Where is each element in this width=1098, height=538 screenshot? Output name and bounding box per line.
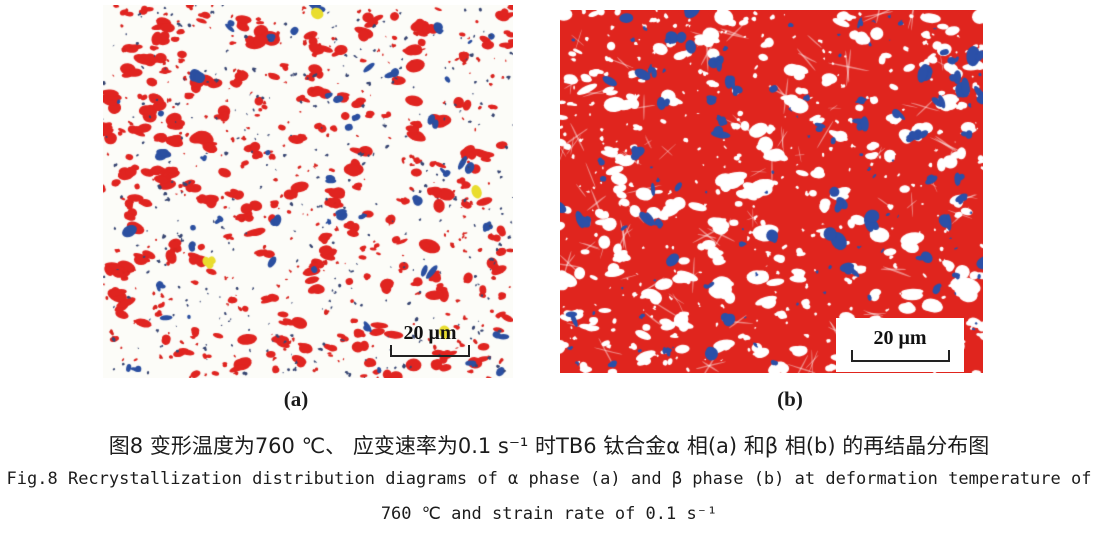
scale-bar-b: 20 μm <box>836 318 964 372</box>
panel-label-b: (b) <box>777 387 803 411</box>
caption-chinese: 图8 变形温度为760 ℃、 应变速率为0.1 s⁻¹ 时TB6 钛合金α 相(… <box>108 434 990 458</box>
panel-label-a: (a) <box>283 387 309 411</box>
scale-bar-a-bracket <box>390 345 470 357</box>
caption-english-line2: 760 ℃ and strain rate of 0.1 s⁻¹ <box>380 504 718 524</box>
caption-english-line1: Fig.8 Recrystallization distribution dia… <box>6 469 1092 489</box>
scale-bar-a: 20 μm <box>390 323 470 357</box>
scale-bar-b-bracket <box>850 350 950 362</box>
scale-bar-b-label: 20 μm <box>873 327 927 349</box>
micrograph-a-image <box>103 5 513 378</box>
scale-bar-a-label: 20 μm <box>403 322 457 344</box>
micrograph-panel-a: 20 μm <box>103 5 513 378</box>
micrograph-b-image <box>560 10 983 373</box>
micrograph-panel-b: 20 μm <box>560 10 983 373</box>
